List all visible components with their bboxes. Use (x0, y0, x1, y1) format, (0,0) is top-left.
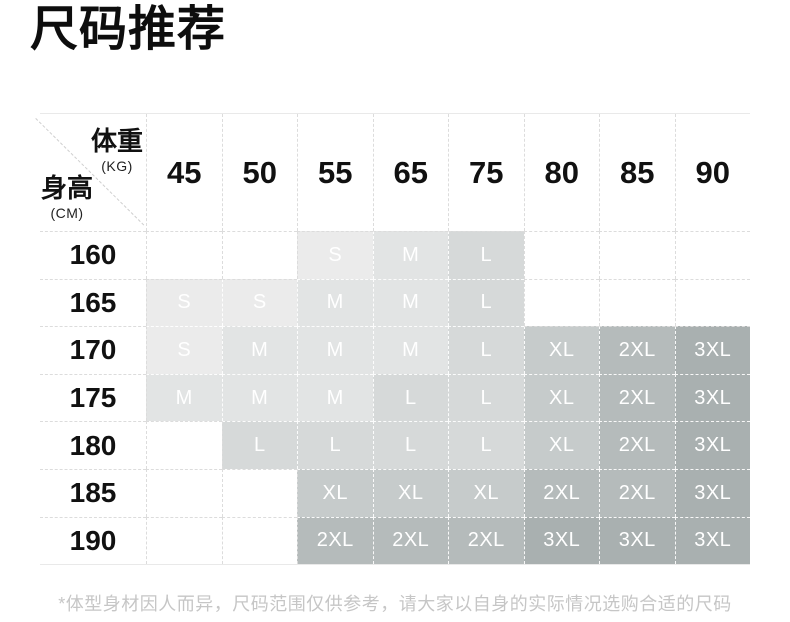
weight-header-cell: 90 (674, 114, 751, 231)
size-cell: XL (523, 326, 599, 374)
size-cell: L (372, 373, 448, 422)
size-cell: 2XL (448, 516, 524, 565)
size-cell: M (221, 326, 297, 374)
size-cell: L (448, 278, 524, 327)
size-cell: M (297, 373, 373, 422)
size-cell (221, 231, 297, 279)
height-header-cell: 190 (40, 516, 146, 565)
size-cell: 2XL (372, 516, 448, 565)
size-cell (674, 231, 750, 279)
size-cell (221, 468, 297, 517)
weight-header-cell: 75 (448, 114, 524, 231)
size-cell (146, 231, 222, 279)
size-cell: 3XL (674, 421, 750, 469)
size-cell (146, 516, 222, 565)
height-header-cell: 165 (40, 278, 146, 327)
page-title: 尺码推荐 (30, 3, 227, 56)
weight-header-cell: 55 (297, 114, 373, 231)
size-cell: L (448, 373, 524, 422)
weight-header-cell: 50 (221, 114, 298, 231)
size-cell: M (297, 278, 373, 327)
size-cell: 3XL (674, 468, 750, 517)
size-cell: 3XL (674, 516, 750, 565)
size-cell: L (448, 421, 524, 469)
size-cell (146, 421, 222, 469)
height-header-cell: 185 (40, 468, 146, 517)
size-cell: XL (523, 373, 599, 422)
table-corner-cell: 体重 (KG) 身高 (CM) (35, 114, 146, 231)
size-cell: XL (523, 421, 599, 469)
col-axis-label: 体重 (KG) (90, 126, 143, 174)
size-cell: L (448, 326, 524, 374)
weight-header-cell: 65 (372, 114, 449, 231)
size-cell: 3XL (674, 373, 750, 422)
size-cell: M (372, 278, 448, 327)
size-cell: 2XL (599, 468, 675, 517)
size-cell: M (221, 373, 297, 422)
height-axis-text: 身高 (41, 173, 94, 204)
weight-axis-unit: (KG) (101, 157, 133, 174)
size-cell: XL (372, 468, 448, 517)
size-cell: XL (297, 468, 373, 517)
size-cell: S (221, 278, 297, 327)
size-cell: M (372, 231, 448, 279)
size-cell (674, 278, 750, 327)
size-cell: L (372, 421, 448, 469)
size-cell: M (372, 326, 448, 374)
size-cell: M (297, 326, 373, 374)
size-table: 体重 (KG) 身高 (CM) 45 50 55 65 75 80 85 90 160 S M L 165 S S M… (35, 113, 751, 566)
size-cell: 2XL (297, 516, 373, 565)
height-header-cell: 180 (40, 421, 146, 469)
size-cell (146, 468, 222, 517)
size-cell: 3XL (674, 326, 750, 374)
size-cell: 2XL (523, 468, 599, 517)
size-cell: L (448, 231, 524, 279)
height-axis-unit: (CM) (50, 205, 84, 221)
size-cell (599, 231, 675, 279)
height-header-cell: 175 (40, 373, 146, 422)
footnote: *体型身材因人而异，尺码范围仅供参考，请大家以自身的实际情况选购合适的尺码 (58, 594, 732, 614)
size-cell: XL (448, 468, 524, 517)
size-cell (221, 516, 297, 565)
size-cell: 3XL (523, 516, 599, 565)
size-cell (523, 231, 599, 279)
size-cell: S (146, 278, 222, 327)
size-cell: 3XL (599, 516, 675, 565)
height-header-cell: 160 (40, 231, 146, 279)
size-cell: L (221, 421, 297, 469)
size-cell: 2XL (599, 373, 675, 422)
size-cell: S (297, 231, 373, 279)
size-cell (523, 278, 599, 327)
weight-header-cell: 80 (523, 114, 600, 231)
row-axis-label: 身高 (CM) (41, 173, 94, 221)
height-header-cell: 170 (40, 326, 146, 374)
weight-header-cell: 85 (599, 114, 675, 231)
size-cell (599, 278, 675, 327)
size-cell: S (146, 326, 222, 374)
size-cell: L (297, 421, 373, 469)
size-cell: 2XL (599, 326, 675, 374)
size-cell: 2XL (599, 421, 675, 469)
weight-axis-text: 体重 (90, 126, 143, 156)
size-cell: M (146, 373, 222, 422)
weight-header-cell: 45 (146, 114, 222, 231)
